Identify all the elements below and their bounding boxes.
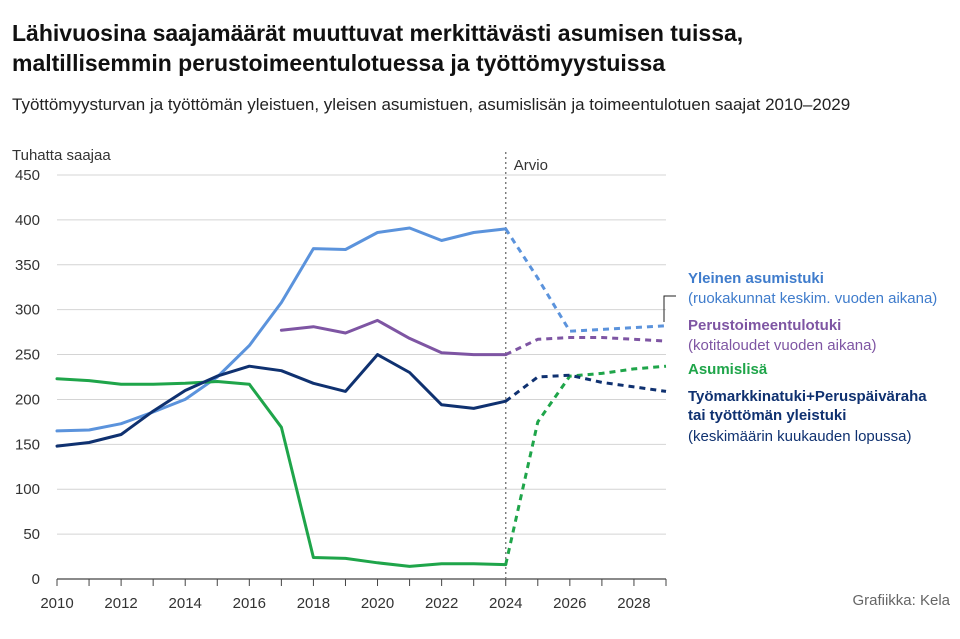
series-line-actual <box>55 226 508 433</box>
x-tick-label: 2012 <box>104 595 137 612</box>
legend-title-tyomarkkinatuki-line2: tai työttömän yleistuki <box>688 407 846 424</box>
y-tick-label: 250 <box>15 347 40 364</box>
legend-note-tyomarkkinatuki: (keskimäärin kuukauden lopussa) <box>688 428 911 445</box>
series-line-actual <box>55 377 508 568</box>
y-tick-label: 400 <box>15 212 40 229</box>
x-tick-label: 2010 <box>40 595 73 612</box>
chart-title-line-1: Lähivuosina saajamäärät muuttuvat merkit… <box>12 20 744 46</box>
series-lines <box>55 226 667 568</box>
y-tick-label: 0 <box>32 571 40 588</box>
series-line-forecast <box>504 228 667 333</box>
x-tick-label: 2022 <box>425 595 458 612</box>
x-tick-label: 2020 <box>361 595 394 612</box>
forecast-label: Arvio <box>514 157 548 174</box>
legend-title-yleinen-asumistuki: Yleinen asumistuki <box>688 270 824 287</box>
chart-credit: Grafiikka: Kela <box>852 592 950 609</box>
series-line-actual <box>55 353 508 448</box>
chart-title-line-2: maltillisemmin perustoimeentulotuessa ja… <box>12 50 666 76</box>
legend-title-tyomarkkinatuki-line1: Työmarkkinatuki+Peruspäiväraha <box>688 388 927 405</box>
chart-subtitle: Työttömyysturvan ja työttömän yleistuen,… <box>12 95 851 114</box>
y-tick-label: 200 <box>15 391 40 408</box>
x-axis: 2010 2012 2014 2016 2018 2020 2022 2024 2026 2028 <box>40 578 667 612</box>
y-tick-label: 350 <box>15 257 40 274</box>
y-axis-label: Tuhatta saajaa <box>12 147 111 164</box>
x-tick-label: 2014 <box>169 595 202 612</box>
x-tick-label: 2016 <box>233 595 266 612</box>
forecast-divider: Arvio <box>505 152 548 579</box>
legend-note-yleinen-asumistuki: (ruokakunnat keskim. vuoden aikana) <box>688 290 937 307</box>
legend-leader-line <box>663 295 676 322</box>
y-tick-label: 50 <box>23 526 40 543</box>
series-line-forecast <box>505 336 667 356</box>
x-tick-label: 2018 <box>297 595 330 612</box>
y-tick-label: 300 <box>15 302 40 319</box>
series-line-forecast <box>504 364 667 565</box>
x-tick-label: 2024 <box>489 595 522 612</box>
y-tick-label: 150 <box>15 436 40 453</box>
y-tick-label: 450 <box>15 167 40 184</box>
legend-title-asumislisa: Asumislisä <box>688 361 768 378</box>
y-tick-label: 100 <box>15 481 40 498</box>
gridlines <box>57 174 666 535</box>
legend: Yleinen asumistuki (ruokakunnat keskim. v… <box>663 270 937 445</box>
chart-title: Lähivuosina saajamäärät muuttuvat merkit… <box>12 18 942 78</box>
x-tick-label: 2026 <box>553 595 586 612</box>
series-line-actual <box>279 318 508 357</box>
legend-note-perustoimeentulotuki: (kotitaloudet vuoden aikana) <box>688 337 876 354</box>
y-axis: 0 50 100 150 200 250 300 350 400 450 Tuhatta saaja… <box>12 147 111 588</box>
series-line-forecast <box>504 373 667 403</box>
x-tick-label: 2028 <box>617 595 650 612</box>
legend-title-perustoimeentulotuki: Perustoimeentulotuki <box>688 317 841 334</box>
